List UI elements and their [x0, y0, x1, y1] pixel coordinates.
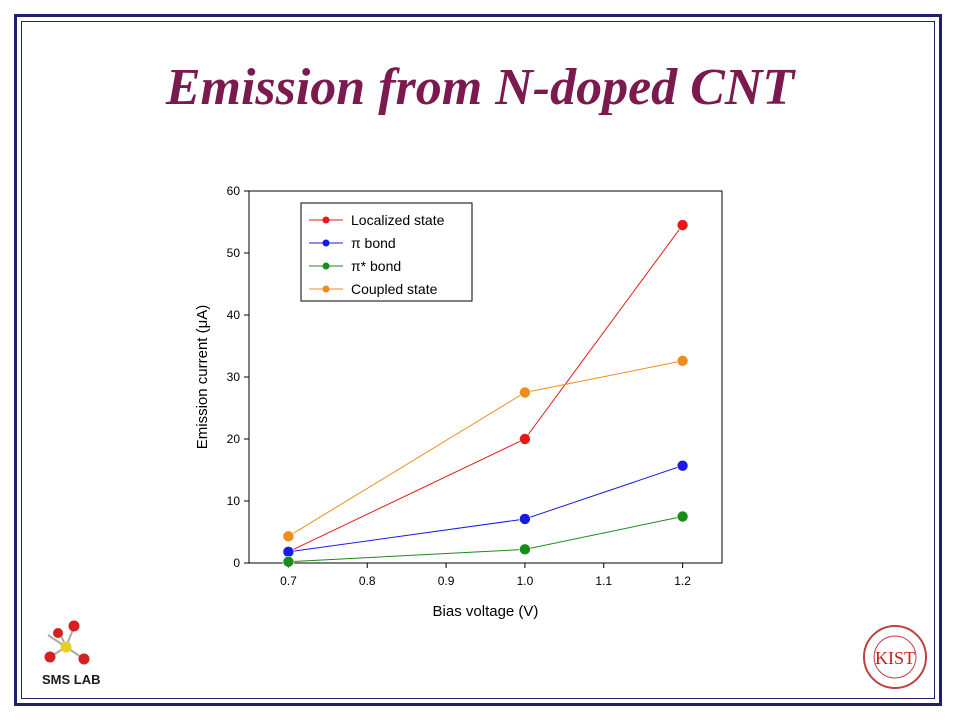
x-tick-label: 0.7 [280, 574, 297, 588]
legend-swatch-marker [322, 285, 330, 293]
data-point [519, 513, 531, 525]
data-point [519, 543, 531, 556]
data-point [519, 433, 531, 445]
sms-lab-logo-icon [44, 620, 90, 665]
slide-title: Emission from N-doped CNT [165, 59, 795, 116]
data-point [282, 555, 295, 568]
y-tick-label: 10 [227, 494, 241, 508]
legend-entry: Coupled state [351, 281, 438, 297]
legend-entry: π bond [351, 235, 396, 251]
y-tick-label: 40 [227, 308, 241, 322]
legend-entry: Localized state [351, 212, 445, 228]
legend-swatch-marker [322, 262, 330, 270]
slide-outer-border [14, 14, 942, 706]
y-tick-label: 0 [233, 556, 240, 570]
y-tick-label: 50 [227, 246, 241, 260]
data-point [676, 219, 689, 231]
data-point [676, 510, 689, 523]
svg-text:KIST: KIST [875, 648, 915, 668]
x-tick-label: 1.0 [517, 574, 534, 588]
y-axis-label: Emission current (μA) [194, 305, 211, 450]
x-tick-label: 0.9 [438, 574, 455, 588]
series-line-1 [288, 465, 683, 553]
legend-box [300, 202, 473, 302]
data-point [676, 355, 689, 367]
legend-swatch-marker [322, 216, 330, 224]
data-point [282, 530, 295, 543]
data-point [282, 546, 295, 558]
x-tick-label: 1.1 [595, 574, 612, 588]
legend-swatch-marker [322, 239, 330, 247]
kist-seal-icon: KIST [863, 625, 927, 689]
x-tick-label: 0.8 [359, 574, 376, 588]
legend-entry: π* bond [351, 258, 401, 274]
y-tick-label: 20 [227, 432, 241, 446]
x-tick-label: 1.2 [674, 574, 691, 588]
data-point [519, 386, 531, 399]
slide-inner-border [21, 21, 935, 699]
x-axis-label: Bias voltage (V) [433, 603, 539, 620]
sms-lab-label: SMS LAB [42, 672, 101, 687]
y-tick-label: 60 [227, 184, 241, 198]
series-line-3 [288, 360, 683, 537]
data-point [676, 459, 689, 472]
y-tick-label: 30 [227, 370, 241, 384]
